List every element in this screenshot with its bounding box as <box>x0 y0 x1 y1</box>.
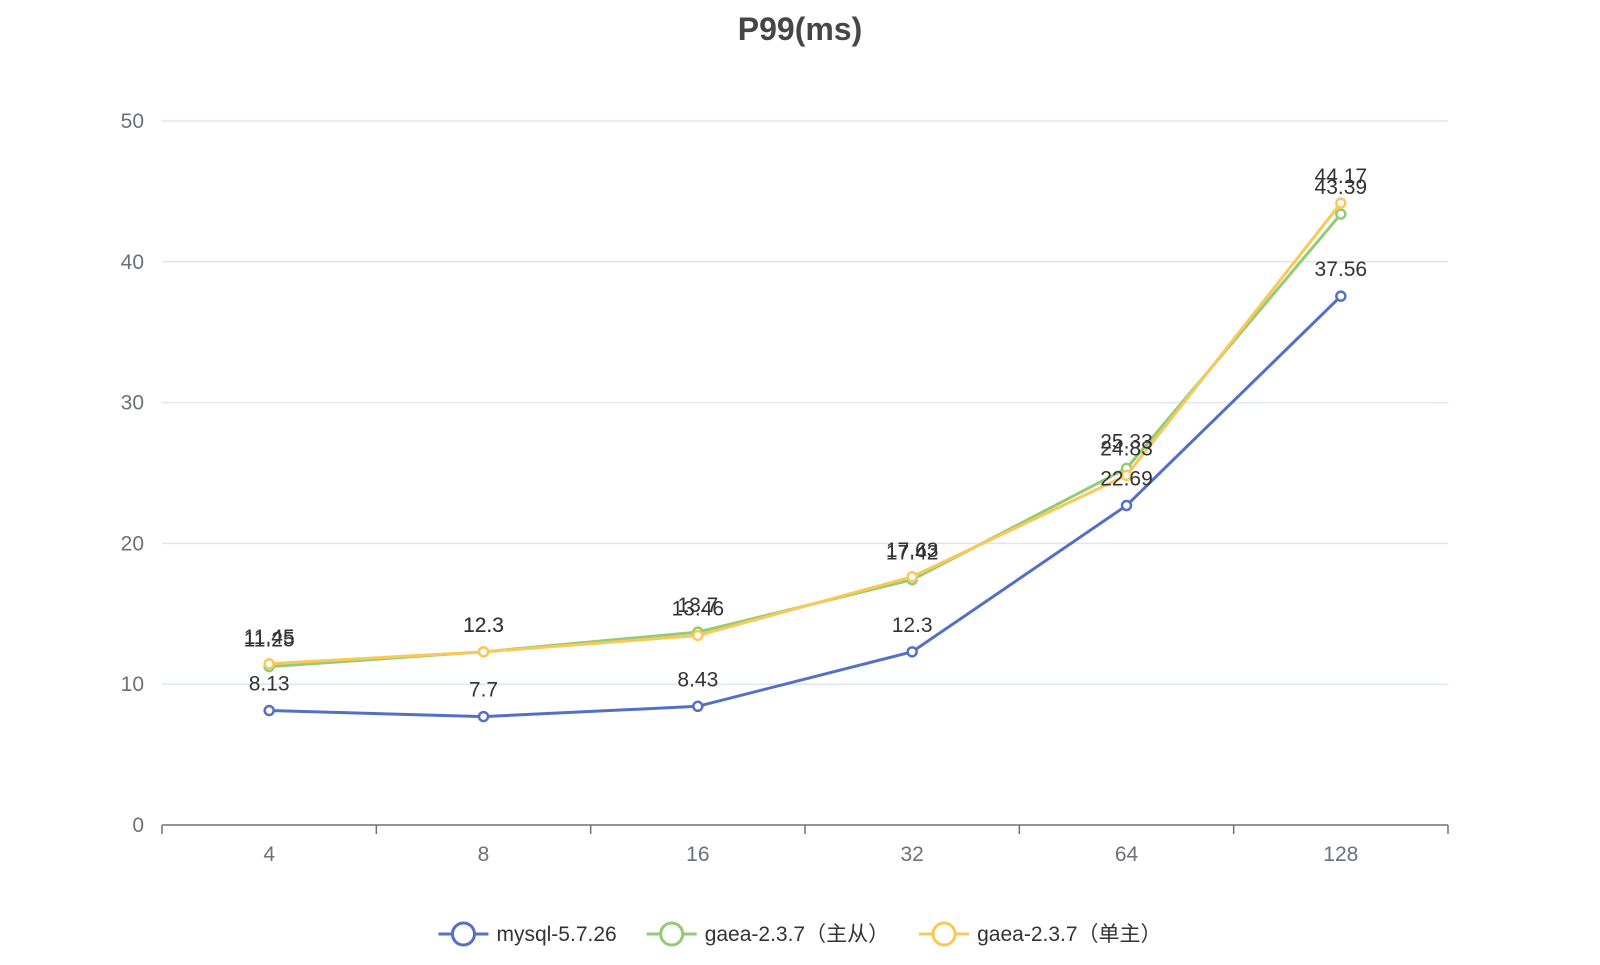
data-label: 24.83 <box>1100 437 1153 460</box>
x-tick-label: 64 <box>1115 843 1139 866</box>
legend-circle-icon <box>931 921 957 947</box>
axes: 0 10 20 30 40 50 4 8 16 32 64 128 <box>121 110 1449 866</box>
data-label: 22.69 <box>1100 468 1153 491</box>
legend-item: gaea-2.3.7（主从） <box>646 921 889 947</box>
series-line-0 <box>269 295 1342 719</box>
data-label: 17.63 <box>886 539 939 562</box>
data-point <box>692 700 704 713</box>
data-label: 43.39 <box>1315 176 1368 199</box>
data-label: 13.46 <box>672 597 725 620</box>
legend-circle-icon <box>659 921 685 947</box>
data-point <box>1335 208 1347 220</box>
data-label: 7.7 <box>469 679 498 702</box>
x-tick-label: 16 <box>686 843 709 866</box>
data-point <box>692 629 704 642</box>
data-label: 25.33 <box>1100 430 1153 453</box>
data-label: 11.25 <box>244 629 295 652</box>
legend-circle-icon <box>450 921 476 947</box>
data-label: 17.42 <box>886 542 939 565</box>
data-point <box>477 646 490 658</box>
data-label: 12.3 <box>463 614 504 637</box>
legend-item: mysql-5.7.26 <box>438 921 617 947</box>
data-label: 11.45 <box>244 626 295 649</box>
series-line-1 <box>269 213 1342 669</box>
x-tick-label: 128 <box>1323 843 1358 866</box>
y-tick-label: 50 <box>121 110 144 133</box>
y-tick-label: 20 <box>121 532 144 555</box>
x-tick-label: 8 <box>478 843 490 866</box>
data-label: 12.3 <box>463 614 504 637</box>
legend: mysql-5.7.26 gaea-2.3.7（主从） gaea-2.3.7（单主） <box>438 921 1162 947</box>
legend-label: gaea-2.3.7（主从） <box>705 923 889 946</box>
legend-label: gaea-2.3.7（单主） <box>977 923 1161 946</box>
series-line-2 <box>269 202 1343 666</box>
x-tick-label: 4 <box>263 843 275 866</box>
data-point <box>1120 499 1133 512</box>
data-point <box>1335 197 1347 209</box>
data-label: 8.13 <box>249 673 290 696</box>
data-label: 12.3 <box>892 614 933 637</box>
y-tick-label: 30 <box>121 392 144 415</box>
grid-lines <box>162 120 1448 685</box>
series-lines <box>263 197 1347 723</box>
y-tick-label: 10 <box>121 673 144 696</box>
chart-title: P99(ms) <box>738 11 863 47</box>
data-labels: 8.13 7.7 8.43 12.3 22.69 37.56 11.25 12.3 13.7 17… <box>244 165 1367 701</box>
data-point <box>477 710 490 723</box>
legend-label: mysql-5.7.26 <box>496 923 616 946</box>
data-label: 8.43 <box>677 668 718 691</box>
data-label: 13.7 <box>677 594 718 617</box>
data-point <box>263 704 275 717</box>
data-label: 37.56 <box>1315 258 1368 281</box>
legend-item: gaea-2.3.7（单主） <box>919 921 1162 947</box>
data-label: 44.17 <box>1315 165 1368 188</box>
data-point <box>1120 469 1133 482</box>
data-point <box>906 571 918 583</box>
data-point <box>263 658 275 670</box>
data-point <box>906 646 918 658</box>
y-tick-label: 0 <box>132 814 144 837</box>
y-tick-label: 40 <box>121 251 144 274</box>
x-tick-label: 32 <box>900 843 923 866</box>
data-point <box>1335 290 1347 302</box>
